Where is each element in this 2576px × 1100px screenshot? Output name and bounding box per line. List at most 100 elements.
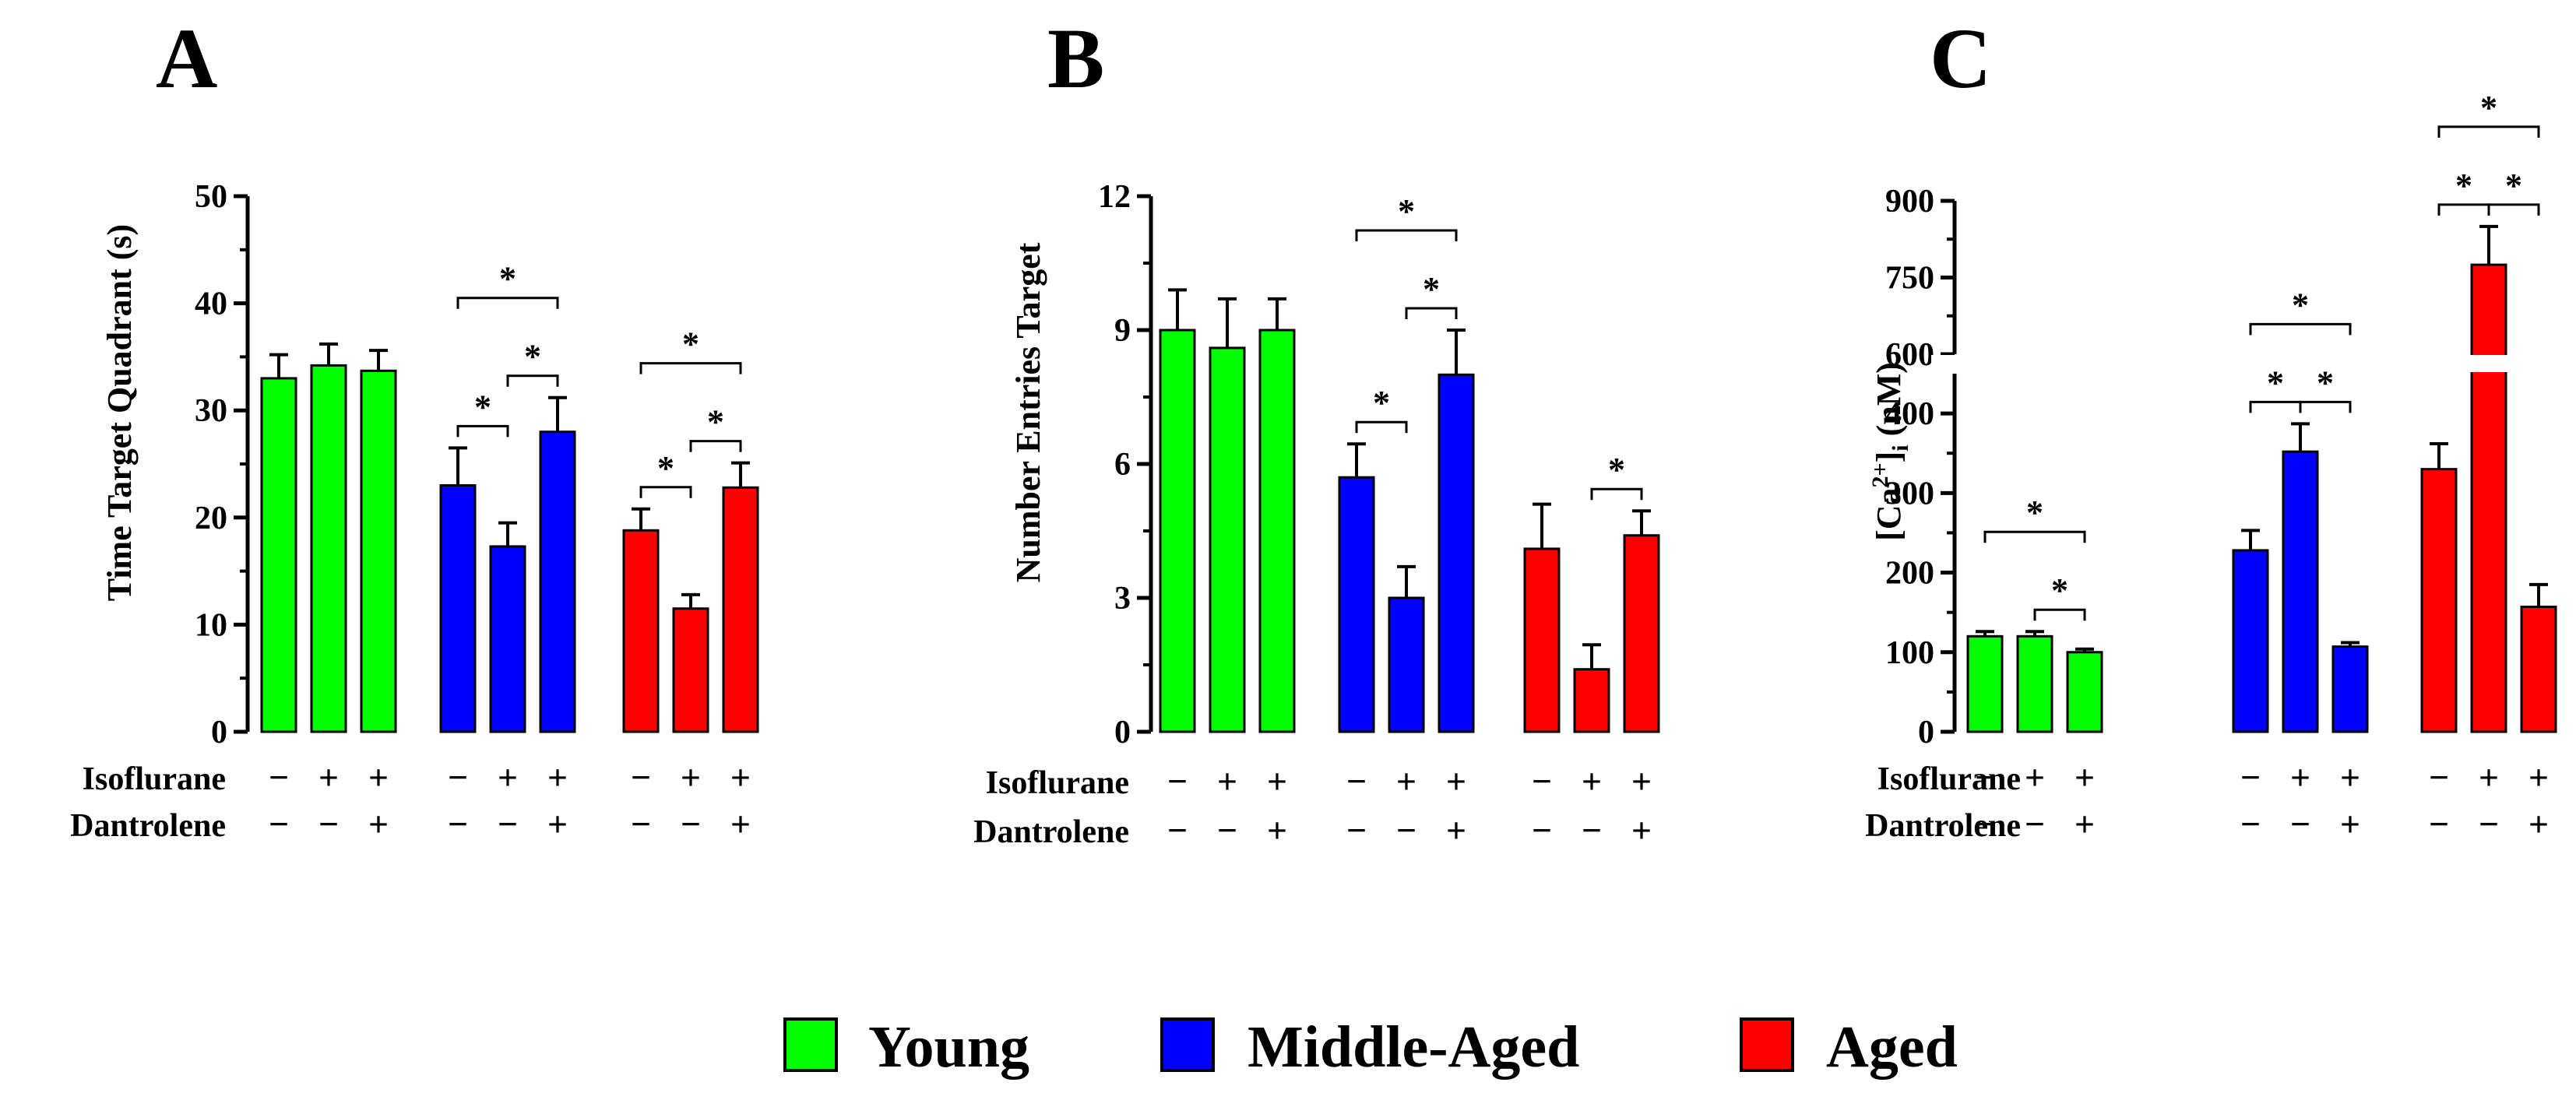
panel-a-bar: [672, 607, 709, 733]
panel-c-ytick-label: 900: [1885, 184, 1934, 220]
panel-b-dantrolene-sign: −: [1346, 810, 1367, 850]
panel-b-sig-bracket: [1590, 487, 1643, 501]
panel-a-sig-bracket: [456, 424, 509, 438]
panel-c-isoflurane-sign: +: [2075, 757, 2095, 797]
panel-c-bar: [2066, 651, 2103, 733]
panel-c-bar: [2470, 263, 2507, 733]
panel-b-isoflurane-sign: +: [1631, 761, 1652, 801]
panel-b-bar: [1388, 596, 1425, 733]
panel-c-sig-star: *: [2267, 364, 2284, 402]
panel-b-sig-star: *: [1608, 451, 1625, 489]
panel-a-bar: [722, 486, 759, 733]
panel-c-isoflurane-sign: −: [2240, 757, 2261, 797]
panel-c-ylabel-unit: (nM): [1870, 362, 1908, 445]
panel-a-dantrolene-sign: −: [269, 804, 289, 844]
panel-a-ylabel: Time Target Quadrant (s): [100, 224, 139, 601]
panel-a-isoflurane-sign: +: [681, 757, 701, 797]
panel-c-sig-bracket: [2249, 400, 2302, 413]
panel-b-ytick-label: 3: [1114, 581, 1131, 617]
panel-a-ytick-label: 0: [211, 715, 227, 750]
panel-b-isoflurane-sign: +: [1217, 761, 1237, 801]
panel-c-ytick-label: 300: [1885, 476, 1934, 511]
panel-c-ytick-label: 100: [1885, 635, 1934, 671]
panel-c-isoflurane-sign: −: [1975, 757, 1995, 797]
panel-a-bar: [439, 484, 477, 733]
panel-c-ylabel-close: ]: [1870, 452, 1908, 463]
panel-a-sig-star: *: [657, 449, 674, 487]
panel-b-sig-star: *: [1423, 270, 1440, 308]
panel-a-isoflurane-sign: +: [498, 757, 518, 797]
panel-c-sig-bracket: [2249, 322, 2352, 336]
panel-b-ytick-label: 0: [1114, 715, 1131, 750]
legend-label-middle-aged: Middle-Aged: [1248, 1014, 1579, 1080]
panel-c-isoflurane-sign: +: [2340, 757, 2360, 797]
panel-b-isoflurane-sign: +: [1446, 761, 1466, 801]
panel-c-isoflurane-sign: +: [2528, 757, 2549, 797]
panel-a-row-label-dantrolene: Dantrolene: [70, 808, 226, 844]
panel-c-sig-bracket: [2487, 203, 2540, 216]
panel-c-ytick-label: 600: [1885, 337, 1934, 373]
panel-c-sig-bracket: [2299, 400, 2352, 413]
panel-b-isoflurane-sign: −: [1532, 761, 1552, 801]
panel-b-ylabel: Number Entries Target: [1009, 242, 1047, 582]
panel-a-dantrolene-sign: +: [547, 804, 568, 844]
panel-a-isoflurane-sign: +: [318, 757, 339, 797]
panel-a-isoflurane-sign: −: [269, 757, 289, 797]
panel-c-dantrolene-sign: −: [2479, 804, 2499, 844]
panel-b-dantrolene-sign: +: [1267, 810, 1287, 850]
panel-b-dantrolene-sign: +: [1446, 810, 1466, 850]
panel-c-bar: [2232, 549, 2269, 733]
panel-c-ytick-label: 750: [1885, 261, 1934, 297]
panel-c-bar: [2331, 645, 2369, 733]
panel-c-sig-star: *: [2480, 89, 2497, 127]
panel-c-bar: [1966, 634, 2004, 733]
panel-c-sig-star: *: [2051, 571, 2068, 610]
panel-a-dantrolene-sign: −: [318, 804, 339, 844]
panel-c-row-label-isoflurane: Isoflurane: [1877, 761, 2021, 797]
panel-a-bar: [360, 369, 397, 733]
panel-letter-a: A: [156, 11, 217, 106]
panel-c-sig-star: *: [2026, 494, 2043, 532]
panel-c-dantrolene-sign: −: [2240, 804, 2261, 844]
panel-b-sig-star: *: [1398, 192, 1415, 230]
panel-c-axis-break-gap: [1931, 355, 2553, 372]
panel-c-ytick-label: 200: [1885, 556, 1934, 592]
panel-c-ytick-label: 0: [1918, 715, 1934, 750]
panel-c-bar: [2282, 450, 2319, 733]
panel-a-sig-star: *: [524, 338, 541, 376]
panel-a-sig-star: *: [474, 388, 491, 426]
panel-c-sig-bracket: [2437, 203, 2490, 216]
panel-c-dantrolene-sign: −: [2290, 804, 2310, 844]
panel-c-dantrolene-sign: +: [2075, 804, 2095, 844]
panel-b-bar: [1159, 329, 1196, 733]
panel-c-sig-star: *: [2292, 286, 2309, 324]
panel-a-isoflurane-sign: −: [448, 757, 468, 797]
panel-c-sig-star: *: [2455, 167, 2472, 205]
panel-b-dantrolene-sign: −: [1396, 810, 1416, 850]
chart-panel-c: 0100200300400600750900−−+−++−−+−++−−+−++…: [1865, 89, 2557, 844]
panel-c-ylabel-main: [Ca: [1870, 487, 1908, 540]
panel-a-bar: [539, 431, 576, 733]
panel-a-sig-bracket: [639, 362, 742, 374]
panel-b-dantrolene-sign: −: [1217, 810, 1237, 850]
panel-b-bar: [1573, 668, 1610, 733]
panel-c-ylabel-sup: 2+: [1867, 462, 1893, 487]
panel-c-isoflurane-sign: +: [2290, 757, 2310, 797]
panel-b-bar: [1258, 329, 1296, 733]
panel-a-sig-star: *: [682, 325, 699, 364]
panel-b-ytick-label: 9: [1114, 313, 1131, 349]
panel-b-sig-bracket: [1405, 307, 1458, 319]
panel-a-dantrolene-sign: −: [498, 804, 518, 844]
panel-c-bar: [2520, 606, 2557, 733]
panel-c-dantrolene-sign: +: [2528, 804, 2549, 844]
panel-a-isoflurane-sign: +: [368, 757, 389, 797]
panel-b-ytick-label: 6: [1114, 447, 1131, 483]
panel-b-ytick-label: 12: [1098, 179, 1131, 215]
panel-a-ytick-label: 20: [195, 501, 227, 536]
panel-a-ytick-label: 50: [195, 179, 227, 215]
panel-c-dantrolene-sign: +: [2340, 804, 2360, 844]
panel-b-bar: [1338, 476, 1375, 733]
panel-b-isoflurane-sign: +: [1267, 761, 1287, 801]
panel-c-row-label-dantrolene: Dantrolene: [1865, 808, 2021, 844]
panel-letter-c: C: [1930, 11, 1991, 106]
